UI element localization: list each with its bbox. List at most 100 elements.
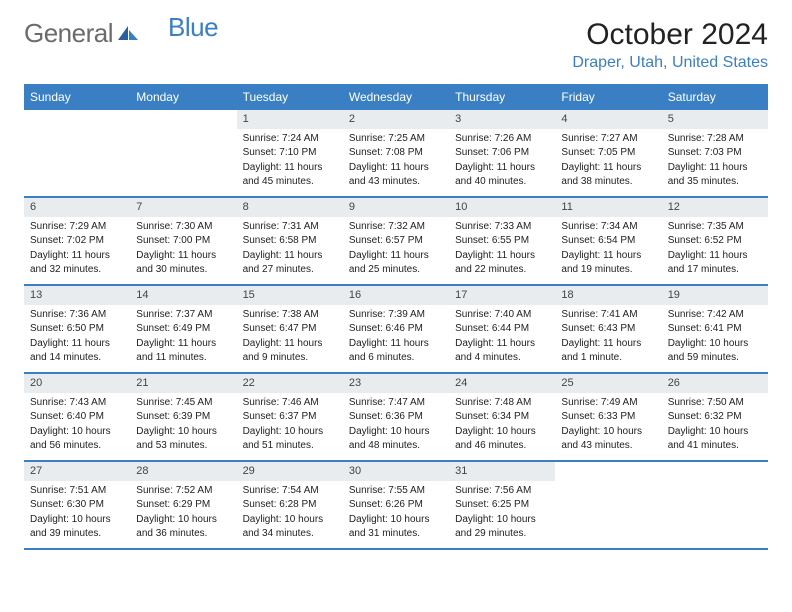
calendar-week-row: 20Sunrise: 7:43 AMSunset: 6:40 PMDayligh… bbox=[24, 373, 768, 461]
day-sunset: Sunset: 6:50 PM bbox=[30, 322, 124, 336]
day-sunset: Sunset: 6:49 PM bbox=[136, 322, 230, 336]
day-sunrise: Sunrise: 7:38 AM bbox=[243, 308, 337, 322]
calendar-table: SundayMondayTuesdayWednesdayThursdayFrid… bbox=[24, 84, 768, 550]
day-day2: and 25 minutes. bbox=[349, 263, 443, 277]
day-body: Sunrise: 7:55 AMSunset: 6:26 PMDaylight:… bbox=[343, 481, 449, 546]
day-number: 26 bbox=[662, 374, 768, 393]
calendar-cell: 31Sunrise: 7:56 AMSunset: 6:25 PMDayligh… bbox=[449, 461, 555, 549]
calendar-cell: 20Sunrise: 7:43 AMSunset: 6:40 PMDayligh… bbox=[24, 373, 130, 461]
day-body: Sunrise: 7:37 AMSunset: 6:49 PMDaylight:… bbox=[130, 305, 236, 370]
day-sunrise: Sunrise: 7:31 AM bbox=[243, 220, 337, 234]
day-day1: Daylight: 11 hours bbox=[30, 337, 124, 351]
day-day2: and 53 minutes. bbox=[136, 439, 230, 453]
day-number: 7 bbox=[130, 198, 236, 217]
day-day1: Daylight: 11 hours bbox=[243, 161, 337, 175]
day-day2: and 17 minutes. bbox=[668, 263, 762, 277]
day-number: 16 bbox=[343, 286, 449, 305]
day-sunrise: Sunrise: 7:47 AM bbox=[349, 396, 443, 410]
day-sunset: Sunset: 6:26 PM bbox=[349, 498, 443, 512]
weekday-header: Saturday bbox=[662, 85, 768, 109]
calendar-cell: 23Sunrise: 7:47 AMSunset: 6:36 PMDayligh… bbox=[343, 373, 449, 461]
day-sunset: Sunset: 6:41 PM bbox=[668, 322, 762, 336]
day-day2: and 14 minutes. bbox=[30, 351, 124, 365]
day-sunset: Sunset: 6:55 PM bbox=[455, 234, 549, 248]
day-day1: Daylight: 11 hours bbox=[668, 161, 762, 175]
day-sunrise: Sunrise: 7:32 AM bbox=[349, 220, 443, 234]
day-day2: and 46 minutes. bbox=[455, 439, 549, 453]
weekday-header: Thursday bbox=[449, 85, 555, 109]
day-body: Sunrise: 7:43 AMSunset: 6:40 PMDaylight:… bbox=[24, 393, 130, 458]
day-day1: Daylight: 10 hours bbox=[136, 513, 230, 527]
day-body: Sunrise: 7:38 AMSunset: 6:47 PMDaylight:… bbox=[237, 305, 343, 370]
day-body: Sunrise: 7:30 AMSunset: 7:00 PMDaylight:… bbox=[130, 217, 236, 282]
calendar-cell: 1Sunrise: 7:24 AMSunset: 7:10 PMDaylight… bbox=[237, 109, 343, 197]
day-number: 24 bbox=[449, 374, 555, 393]
day-body: Sunrise: 7:42 AMSunset: 6:41 PMDaylight:… bbox=[662, 305, 768, 370]
calendar-cell: 13Sunrise: 7:36 AMSunset: 6:50 PMDayligh… bbox=[24, 285, 130, 373]
day-day1: Daylight: 10 hours bbox=[30, 513, 124, 527]
day-body: Sunrise: 7:34 AMSunset: 6:54 PMDaylight:… bbox=[555, 217, 661, 282]
title-block: October 2024 Draper, Utah, United States bbox=[572, 18, 768, 72]
calendar-cell bbox=[24, 109, 130, 197]
day-sunset: Sunset: 6:30 PM bbox=[30, 498, 124, 512]
day-day2: and 59 minutes. bbox=[668, 351, 762, 365]
calendar-cell bbox=[662, 461, 768, 549]
day-sunset: Sunset: 7:02 PM bbox=[30, 234, 124, 248]
day-sunrise: Sunrise: 7:48 AM bbox=[455, 396, 549, 410]
day-number: 25 bbox=[555, 374, 661, 393]
day-body: Sunrise: 7:32 AMSunset: 6:57 PMDaylight:… bbox=[343, 217, 449, 282]
day-body: Sunrise: 7:24 AMSunset: 7:10 PMDaylight:… bbox=[237, 129, 343, 194]
calendar-cell: 5Sunrise: 7:28 AMSunset: 7:03 PMDaylight… bbox=[662, 109, 768, 197]
day-sunrise: Sunrise: 7:36 AM bbox=[30, 308, 124, 322]
day-day1: Daylight: 10 hours bbox=[455, 513, 549, 527]
calendar-cell: 14Sunrise: 7:37 AMSunset: 6:49 PMDayligh… bbox=[130, 285, 236, 373]
calendar-week-row: 6Sunrise: 7:29 AMSunset: 7:02 PMDaylight… bbox=[24, 197, 768, 285]
day-sunrise: Sunrise: 7:30 AM bbox=[136, 220, 230, 234]
day-sunset: Sunset: 6:37 PM bbox=[243, 410, 337, 424]
day-day1: Daylight: 11 hours bbox=[243, 337, 337, 351]
day-body: Sunrise: 7:45 AMSunset: 6:39 PMDaylight:… bbox=[130, 393, 236, 458]
day-number: 11 bbox=[555, 198, 661, 217]
day-sunrise: Sunrise: 7:50 AM bbox=[668, 396, 762, 410]
day-day2: and 29 minutes. bbox=[455, 527, 549, 541]
day-day2: and 43 minutes. bbox=[349, 175, 443, 189]
day-day1: Daylight: 11 hours bbox=[455, 161, 549, 175]
day-day1: Daylight: 10 hours bbox=[668, 337, 762, 351]
day-body: Sunrise: 7:25 AMSunset: 7:08 PMDaylight:… bbox=[343, 129, 449, 194]
day-number: 28 bbox=[130, 462, 236, 481]
day-sunrise: Sunrise: 7:49 AM bbox=[561, 396, 655, 410]
day-sunset: Sunset: 7:00 PM bbox=[136, 234, 230, 248]
day-number: 22 bbox=[237, 374, 343, 393]
day-body: Sunrise: 7:41 AMSunset: 6:43 PMDaylight:… bbox=[555, 305, 661, 370]
day-day1: Daylight: 10 hours bbox=[455, 425, 549, 439]
day-body: Sunrise: 7:33 AMSunset: 6:55 PMDaylight:… bbox=[449, 217, 555, 282]
day-day1: Daylight: 11 hours bbox=[349, 337, 443, 351]
day-number: 21 bbox=[130, 374, 236, 393]
day-day2: and 32 minutes. bbox=[30, 263, 124, 277]
day-sunset: Sunset: 6:44 PM bbox=[455, 322, 549, 336]
day-day1: Daylight: 10 hours bbox=[30, 425, 124, 439]
day-body: Sunrise: 7:39 AMSunset: 6:46 PMDaylight:… bbox=[343, 305, 449, 370]
day-day2: and 48 minutes. bbox=[349, 439, 443, 453]
day-sunset: Sunset: 6:54 PM bbox=[561, 234, 655, 248]
day-day1: Daylight: 11 hours bbox=[668, 249, 762, 263]
day-day1: Daylight: 10 hours bbox=[136, 425, 230, 439]
day-number: 10 bbox=[449, 198, 555, 217]
day-sunset: Sunset: 6:28 PM bbox=[243, 498, 337, 512]
day-day1: Daylight: 11 hours bbox=[561, 161, 655, 175]
day-sunset: Sunset: 6:25 PM bbox=[455, 498, 549, 512]
month-title: October 2024 bbox=[572, 18, 768, 52]
day-sunrise: Sunrise: 7:46 AM bbox=[243, 396, 337, 410]
day-sunrise: Sunrise: 7:24 AM bbox=[243, 132, 337, 146]
calendar-cell: 22Sunrise: 7:46 AMSunset: 6:37 PMDayligh… bbox=[237, 373, 343, 461]
day-sunrise: Sunrise: 7:55 AM bbox=[349, 484, 443, 498]
day-body: Sunrise: 7:51 AMSunset: 6:30 PMDaylight:… bbox=[24, 481, 130, 546]
day-day1: Daylight: 11 hours bbox=[561, 249, 655, 263]
day-sunrise: Sunrise: 7:54 AM bbox=[243, 484, 337, 498]
calendar-cell: 16Sunrise: 7:39 AMSunset: 6:46 PMDayligh… bbox=[343, 285, 449, 373]
day-day2: and 41 minutes. bbox=[668, 439, 762, 453]
calendar-cell: 4Sunrise: 7:27 AMSunset: 7:05 PMDaylight… bbox=[555, 109, 661, 197]
day-body: Sunrise: 7:28 AMSunset: 7:03 PMDaylight:… bbox=[662, 129, 768, 194]
logo-text-blue: Blue bbox=[168, 12, 218, 43]
day-day2: and 34 minutes. bbox=[243, 527, 337, 541]
